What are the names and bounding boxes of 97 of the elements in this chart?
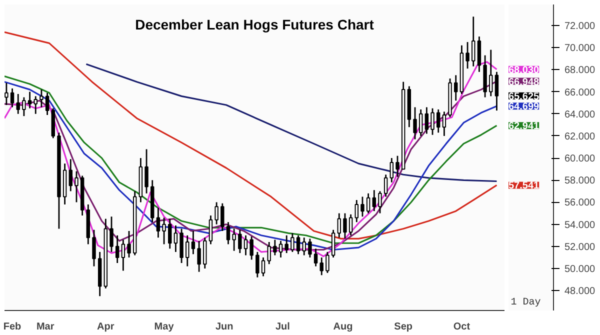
candlestick [34,95,38,115]
x-tick-label: Jul [275,322,290,332]
candlestick [430,108,434,136]
candlestick [174,224,178,253]
candlestick [489,49,493,97]
candlestick [16,93,20,115]
candlestick [191,230,196,255]
candlestick [28,91,32,110]
candlestick [278,240,283,258]
y-tick-label: 52.000 [564,242,596,253]
y-tick-label: 60.000 [564,154,596,165]
x-tick-label: Mar [36,322,54,332]
candlestick [396,155,400,178]
candlestick [343,212,347,240]
candlestick [348,214,353,236]
candlestick [360,196,364,218]
annotation: 65.625 [508,91,540,102]
candlestick [4,82,8,106]
candlestick [384,174,388,198]
candlestick [354,199,358,223]
candlestick [203,236,207,270]
y-tick-label: 64.000 [564,109,596,120]
candlestick [74,170,78,203]
line-series [85,63,498,182]
candlestick [290,232,294,253]
x-tick-label: Jun [215,322,234,332]
candlestick [466,41,470,70]
x-tick-label: Oct [453,322,471,332]
y-tick-label: 48.000 [564,286,596,298]
candlestick [168,218,172,250]
candlestick [366,192,370,214]
candlestick [162,217,166,245]
y-tick-label: 68.000 [564,65,596,76]
candlestick [314,248,318,268]
x-tick-label: Aug [333,322,353,332]
candlestick [115,234,120,264]
candlestick [494,71,499,112]
data-label: 68.030 [508,64,540,76]
candlestick [436,108,440,134]
candlestick [110,216,114,253]
candlestick [472,16,476,68]
x-tick-label: Apr [97,322,114,332]
candlestick [127,230,131,258]
candlestick [424,106,429,134]
candlestick [220,202,224,232]
candlestick [186,234,190,268]
candlestick [284,234,288,254]
candlestick [250,236,254,260]
x-tick-label: Feb [3,322,22,332]
candlestick [92,229,96,268]
candlestick [22,96,26,117]
y-tick-label: 66.000 [564,87,596,98]
candlestick [197,240,201,273]
candlestick [337,212,341,238]
candlestick [144,148,148,194]
candlestick [454,74,458,102]
candlestick [267,241,271,265]
candlestick [302,236,306,256]
candlestick [273,239,277,256]
candlestick [372,189,376,212]
candlestick [261,256,266,277]
candlestick [378,190,382,214]
data-label: 57.541 [508,180,540,192]
candlestick [326,251,330,274]
candlestick [208,214,213,245]
candlestick [10,88,14,108]
candlestick [331,229,336,258]
candlestick [442,110,446,137]
candlestick [320,256,324,276]
candlestick [40,88,44,108]
data-label: 66.948 [508,76,540,88]
candlestick [214,202,218,226]
candlestick [390,157,394,184]
x-tick-label: Sep [394,322,413,332]
y-tick-label: 72.000 [564,20,596,32]
candlestick [308,238,312,258]
y-tick-label: 70.000 [564,43,596,54]
candlestick [226,221,230,245]
candlestick [244,234,248,256]
candlestick [256,251,260,278]
candlestick [45,92,50,116]
candlestick [238,229,242,254]
y-tick-label: 56.000 [564,198,596,209]
candlestick [296,234,300,255]
y-tick-label: 50.000 [564,264,596,276]
text: December Lean Hogs Futures Chart [135,16,374,32]
candlestick [121,239,126,272]
candlestick [232,228,236,252]
x-tick-label: May [154,322,174,332]
y-tick-label: 62.000 [564,131,596,142]
candlestick [156,207,160,238]
y-tick-label: 58.000 [564,176,596,187]
candlestick [68,158,73,192]
candlestick [418,108,423,137]
y-tick-label: 54.000 [564,220,596,231]
candlestick [413,106,417,140]
text: 1 Day [510,298,541,308]
